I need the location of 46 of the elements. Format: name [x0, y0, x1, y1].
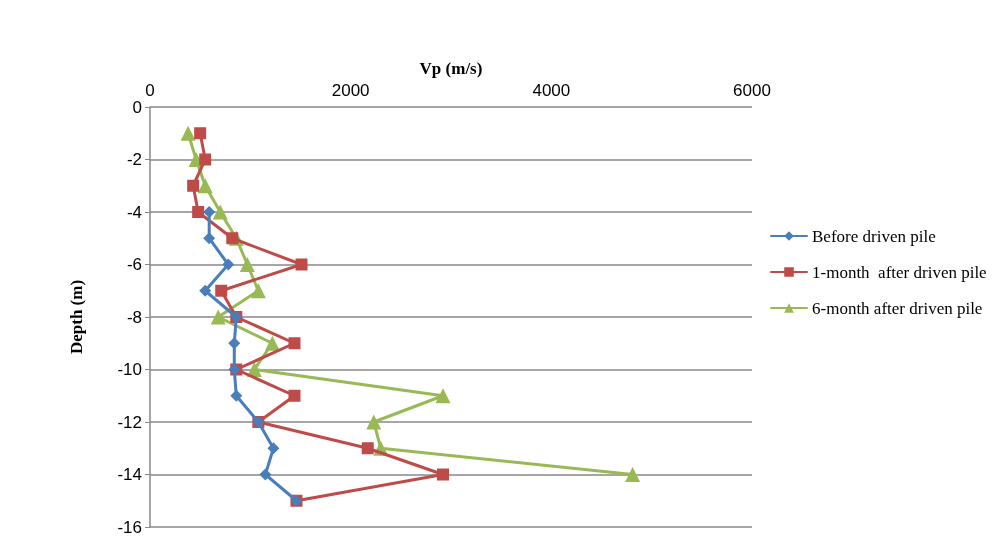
- point: [361, 442, 374, 455]
- point: [295, 258, 308, 271]
- x-tick-label: 6000: [733, 81, 771, 100]
- y-tick-label: -8: [126, 307, 142, 327]
- point: [259, 468, 272, 481]
- x-tick-label: 4000: [532, 81, 571, 100]
- legend-label: 1-month after driven pile: [812, 262, 987, 282]
- point: [192, 206, 205, 218]
- legend-label: Before driven pile: [812, 226, 936, 246]
- y-tick-label: -4: [126, 202, 142, 222]
- x-axis-title: Vp (m/s): [419, 59, 483, 79]
- point: [199, 153, 212, 166]
- point: [199, 284, 212, 297]
- y-tick-label: -12: [117, 412, 142, 432]
- point: [222, 258, 235, 271]
- point: [288, 389, 301, 402]
- point: [267, 442, 280, 455]
- point: [187, 179, 200, 192]
- point: [210, 309, 226, 325]
- x-tick-label: 2000: [331, 81, 370, 100]
- y-tick-label: -14: [117, 465, 142, 484]
- point: [435, 388, 451, 404]
- y-tick-label: -2: [126, 150, 142, 169]
- point: [288, 337, 301, 350]
- point: [197, 178, 213, 194]
- point: [250, 283, 266, 299]
- point: [215, 284, 228, 297]
- point: [203, 232, 216, 245]
- point: [436, 468, 449, 481]
- legend-label: 6-month after driven pile: [812, 298, 983, 318]
- y-tick-label: -10: [117, 360, 142, 379]
- x-tick-label: 0: [145, 81, 155, 100]
- y-tick-label: 0: [132, 97, 142, 117]
- y-axis-title: Depth (m): [67, 279, 86, 355]
- y-tick-label: -6: [126, 255, 142, 274]
- point: [239, 257, 255, 272]
- point: [194, 127, 207, 140]
- point: [212, 204, 228, 220]
- point: [203, 206, 216, 218]
- point: [366, 414, 382, 430]
- point: [625, 467, 641, 482]
- point: [230, 389, 243, 402]
- point: [226, 232, 239, 245]
- point: [180, 125, 196, 141]
- point: [264, 335, 280, 351]
- y-tick-label: -16: [117, 517, 142, 537]
